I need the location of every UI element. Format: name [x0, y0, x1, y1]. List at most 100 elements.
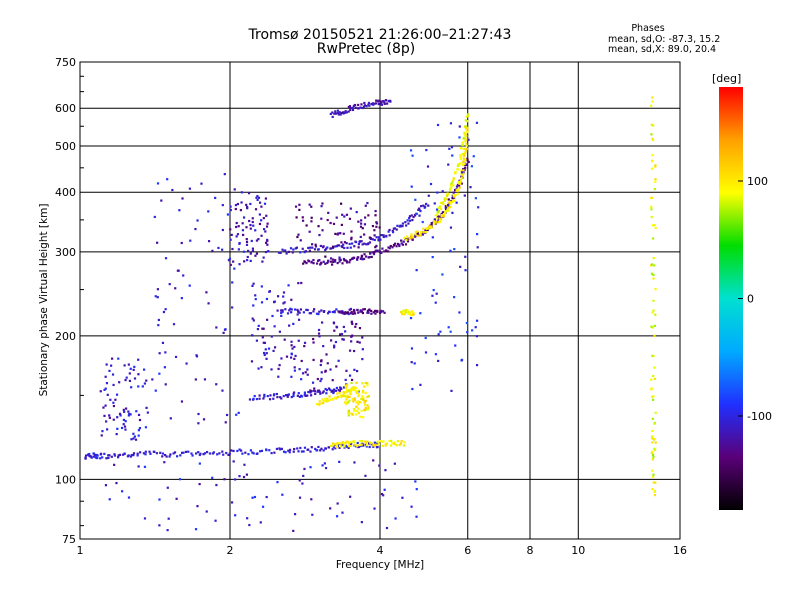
- echo-point: [359, 106, 362, 109]
- echo-point: [461, 174, 464, 177]
- echo-point: [449, 122, 453, 125]
- echo-point: [396, 440, 399, 443]
- echo-point: [104, 484, 108, 487]
- echo-point: [153, 450, 156, 453]
- echo-point: [260, 301, 264, 304]
- echo-point: [388, 439, 391, 443]
- echo-point: [419, 232, 422, 235]
- echo-point: [231, 247, 234, 251]
- echo-point: [311, 246, 314, 249]
- echo-point: [333, 344, 336, 347]
- echo-point: [117, 454, 120, 457]
- echo-point: [153, 215, 156, 219]
- echo-point: [198, 462, 201, 465]
- echo-point: [246, 255, 249, 259]
- echo-point: [413, 234, 417, 237]
- echo-point: [465, 144, 468, 147]
- echo-point: [180, 297, 183, 300]
- echo-point: [251, 220, 254, 224]
- echo-point: [332, 445, 335, 448]
- echo-point: [324, 262, 327, 265]
- echo-point: [266, 318, 269, 321]
- echo-point: [298, 368, 301, 371]
- echo-point: [313, 390, 317, 393]
- echo-point: [464, 158, 467, 161]
- echo-point: [189, 239, 192, 242]
- echo-point: [288, 451, 291, 454]
- echo-point: [202, 453, 205, 456]
- echo-point: [372, 459, 375, 462]
- echo-point: [452, 183, 455, 187]
- echo-point: [318, 233, 321, 237]
- echo-point: [364, 399, 367, 402]
- echo-point: [373, 102, 376, 105]
- echo-point: [176, 269, 179, 272]
- echo-point: [457, 181, 460, 184]
- echo-point: [137, 385, 140, 388]
- echo-point: [252, 452, 255, 455]
- echo-point: [158, 352, 161, 355]
- echo-point: [387, 246, 390, 249]
- echo-point: [387, 230, 390, 233]
- echo-point: [338, 256, 341, 259]
- echo-point: [297, 392, 300, 395]
- echo-point: [270, 335, 273, 338]
- data-points: [84, 96, 657, 533]
- echo-point: [393, 227, 396, 230]
- echo-point: [653, 264, 656, 267]
- echo-point: [373, 441, 376, 444]
- echo-point: [129, 367, 132, 370]
- echo-point: [160, 199, 163, 202]
- echo-point: [430, 226, 433, 229]
- echo-point: [353, 387, 356, 390]
- echo-point: [426, 227, 429, 230]
- echo-point: [347, 411, 350, 414]
- echo-point: [653, 422, 656, 425]
- echo-point: [292, 450, 295, 453]
- echo-point: [312, 258, 315, 262]
- echo-point: [300, 450, 304, 453]
- echo-point: [414, 230, 417, 234]
- echo-point: [410, 361, 413, 364]
- echo-point: [276, 295, 280, 298]
- echo-point: [99, 457, 102, 460]
- echo-point: [354, 106, 357, 109]
- echo-point: [344, 386, 348, 390]
- echo-point: [390, 439, 393, 442]
- echo-point: [310, 205, 313, 208]
- echo-point: [347, 401, 350, 404]
- echo-point: [263, 395, 266, 398]
- echo-point: [314, 447, 317, 451]
- echo-point: [650, 167, 654, 170]
- echo-point: [366, 384, 369, 387]
- echo-point: [357, 103, 360, 107]
- echo-point: [272, 349, 275, 352]
- echo-point: [349, 246, 352, 249]
- echo-point: [378, 464, 381, 467]
- echo-point: [373, 444, 377, 447]
- echo-point: [391, 246, 394, 249]
- echo-point: [359, 309, 362, 312]
- echo-point: [329, 368, 332, 371]
- echo-point: [104, 404, 107, 407]
- echo-point: [419, 210, 422, 213]
- echo-point: [326, 261, 329, 265]
- echo-point: [363, 408, 366, 411]
- echo-point: [377, 236, 381, 239]
- echo-point: [124, 420, 127, 423]
- y-axis-label: Stationary phase Virtual Height [km]: [38, 204, 50, 397]
- echo-point: [319, 363, 322, 367]
- echo-point: [363, 101, 366, 105]
- echo-point: [263, 341, 267, 345]
- echo-point: [203, 452, 207, 455]
- echo-point: [299, 308, 303, 311]
- echo-point: [334, 259, 337, 262]
- echo-point: [116, 416, 119, 419]
- echo-point: [227, 259, 231, 262]
- echo-point: [317, 332, 321, 335]
- echo-point: [128, 412, 131, 415]
- echo-point: [466, 159, 469, 162]
- echo-point: [273, 451, 276, 454]
